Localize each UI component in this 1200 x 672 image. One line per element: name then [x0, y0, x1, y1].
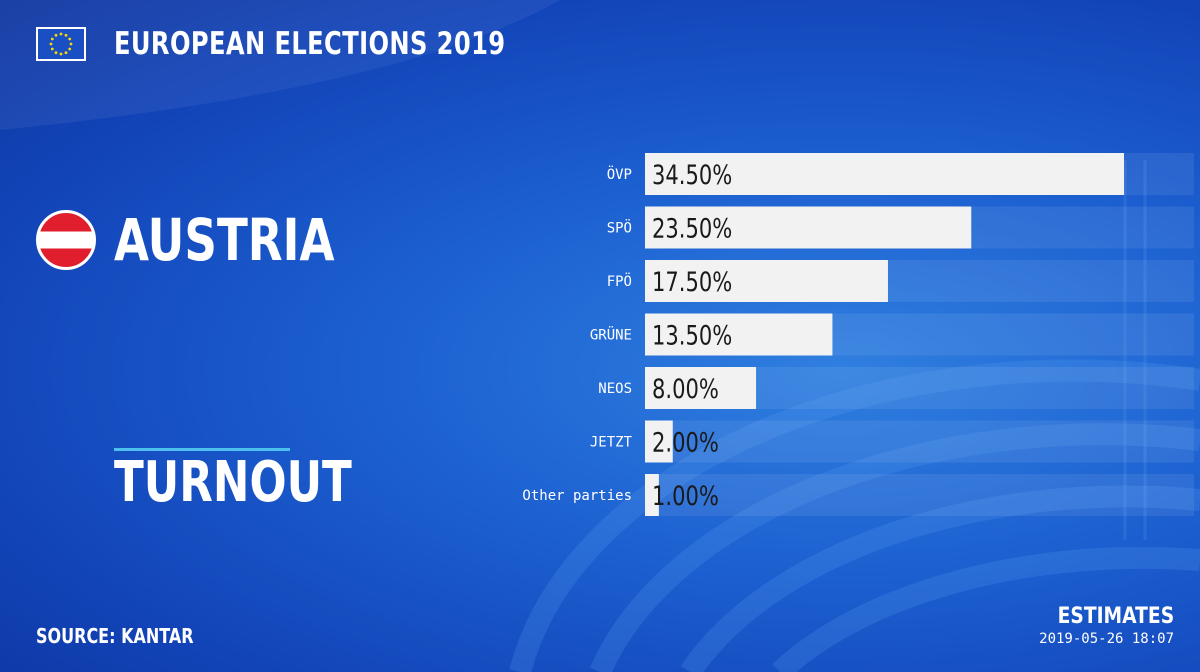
eu-flag-icon [36, 27, 86, 61]
bar-4 [645, 367, 757, 409]
bar-5 [645, 420, 673, 463]
bar-track [645, 474, 1194, 516]
bar-0 [645, 153, 1124, 195]
bar-3 [645, 313, 833, 356]
party-label-6: Other parties [522, 488, 632, 504]
bar-6 [645, 474, 659, 516]
party-label-0: ÖVP [607, 165, 632, 183]
estimates-label: ESTIMATES [1057, 604, 1174, 629]
party-label-4: NEOS [598, 381, 632, 397]
value-label-5: 2.00% [652, 427, 719, 458]
value-label-3: 13.50% [652, 320, 732, 351]
bar-2 [645, 260, 888, 302]
austria-flag-icon [36, 210, 96, 270]
party-label-1: SPÖ [607, 219, 632, 237]
bar-track [645, 420, 1194, 463]
source-label: SOURCE: KANTAR [36, 624, 194, 648]
turnout-underline [114, 448, 290, 451]
party-label-3: GRÜNE [590, 326, 632, 344]
value-label-4: 8.00% [652, 373, 719, 404]
estimates-box: ESTIMATES 2019-05-26 18:07 [1037, 604, 1174, 647]
turnout-label: TURNOUT [114, 450, 352, 515]
header: EUROPEAN ELECTIONS 2019 [36, 26, 616, 62]
page-title: EUROPEAN ELECTIONS 2019 [114, 26, 506, 62]
value-label-6: 1.00% [652, 480, 719, 511]
value-label-2: 17.50% [652, 266, 732, 297]
value-label-1: 23.50% [652, 213, 732, 244]
value-label-0: 34.50% [652, 159, 732, 190]
timestamp: 2019-05-26 18:07 [1039, 631, 1174, 647]
bar-1 [645, 206, 972, 249]
country-heading: AUSTRIA [36, 206, 397, 274]
country-name: AUSTRIA [114, 206, 335, 274]
party-label-5: JETZT [590, 435, 633, 451]
party-label-2: FPÖ [607, 272, 632, 290]
